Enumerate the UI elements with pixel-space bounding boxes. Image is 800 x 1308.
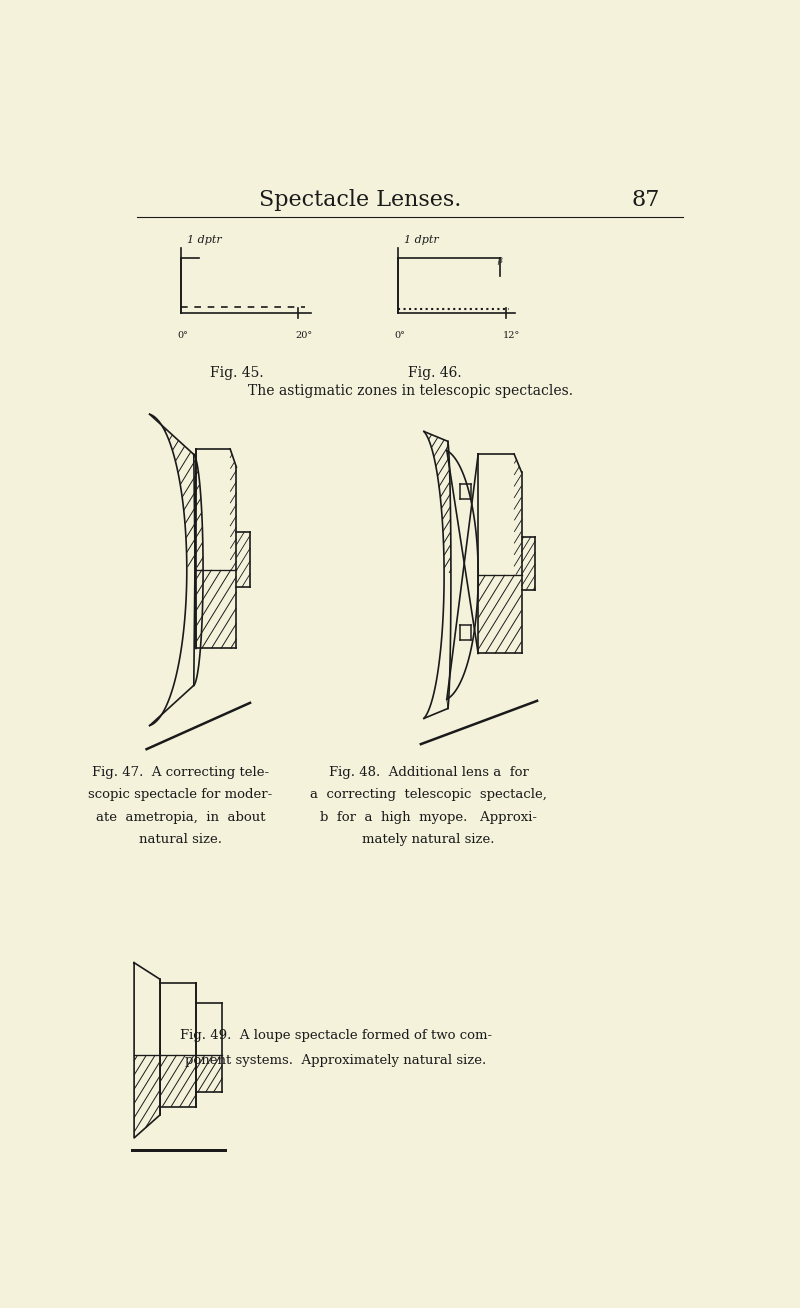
Text: Fig. 45.: Fig. 45.	[210, 366, 263, 381]
Text: b  for  a  high  myope.   Approxi-: b for a high myope. Approxi-	[320, 811, 537, 824]
Text: a  correcting  telescopic  spectacle,: a correcting telescopic spectacle,	[310, 789, 547, 802]
Text: scopic spectacle for moder-: scopic spectacle for moder-	[89, 789, 273, 802]
Text: 12°: 12°	[503, 331, 520, 340]
Text: mately natural size.: mately natural size.	[362, 833, 495, 846]
Text: Fig. 47.  A correcting tele-: Fig. 47. A correcting tele-	[92, 766, 269, 780]
Text: 1 dptr: 1 dptr	[187, 234, 222, 245]
Text: Fig. 46.: Fig. 46.	[408, 366, 462, 381]
Text: β: β	[497, 256, 502, 264]
Text: natural size.: natural size.	[139, 833, 222, 846]
Text: 20°: 20°	[295, 331, 313, 340]
Text: The astigmatic zones in telescopic spectacles.: The astigmatic zones in telescopic spect…	[247, 383, 573, 398]
Text: ponent systems.  Approximately natural size.: ponent systems. Approximately natural si…	[185, 1054, 486, 1067]
Text: 0°: 0°	[394, 331, 406, 340]
Text: 87: 87	[631, 190, 660, 212]
Text: Fig. 49.  A loupe spectacle formed of two com-: Fig. 49. A loupe spectacle formed of two…	[179, 1028, 492, 1041]
Text: 0°: 0°	[178, 331, 188, 340]
Text: Fig. 48.  Additional lens a  for: Fig. 48. Additional lens a for	[329, 766, 529, 780]
Text: 1 dptr: 1 dptr	[404, 234, 438, 245]
Text: ate  ametropia,  in  about: ate ametropia, in about	[96, 811, 266, 824]
Text: Spectacle Lenses.: Spectacle Lenses.	[259, 190, 462, 212]
